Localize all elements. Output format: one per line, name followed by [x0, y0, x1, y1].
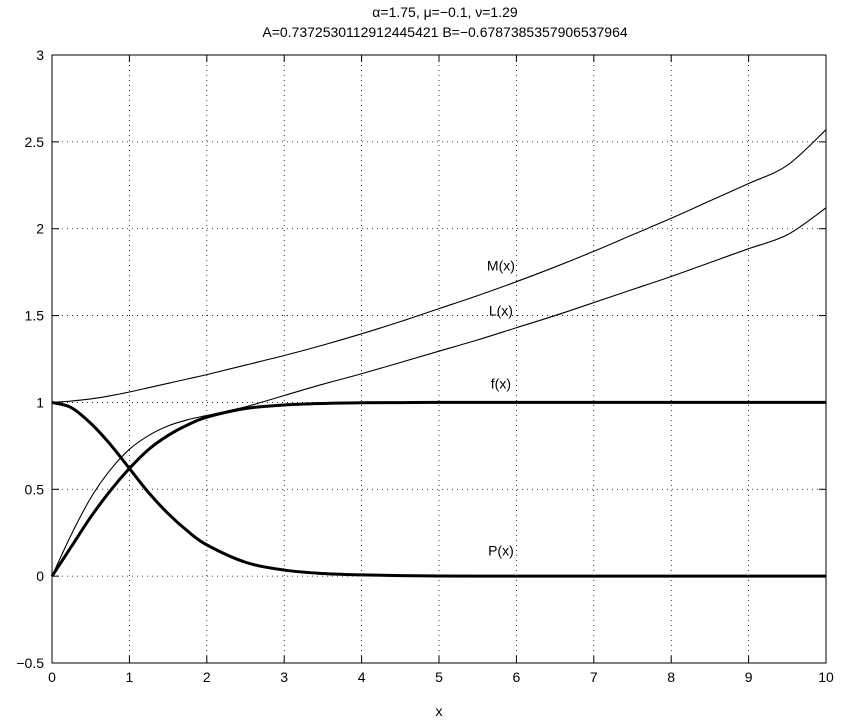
plot-area-frame: [51, 54, 827, 664]
axis-ticks: 0 1 2 3 4 5 6 7 8 9 10−0.500.511.522.53: [16, 47, 834, 685]
x-axis-label: x: [436, 703, 443, 719]
y-tick-label-0: −0.5: [16, 655, 44, 671]
x-tick-label-6: 6: [513, 669, 521, 685]
x-tick-label-7: 7: [590, 669, 598, 685]
chart-title: α=1.75, μ=−0.1, ν=1.29: [372, 4, 518, 20]
series-label-px: P(x): [488, 542, 514, 558]
series-line-lx: [51, 207, 827, 577]
x-tick-label-2: 2: [203, 669, 211, 685]
grid: [52, 55, 826, 663]
series-label-fx: f(x): [491, 376, 511, 392]
x-tick-label-10: 10: [818, 669, 834, 685]
series-line-mx: [51, 129, 827, 403]
y-tick-label-1: 0: [36, 568, 44, 584]
y-tick-label-7: 3: [36, 47, 44, 63]
series-labels: M(x) L(x) f(x) P(x): [487, 257, 515, 558]
y-tick-label-6: 2.5: [25, 134, 45, 150]
x-tick-label-5: 5: [435, 669, 443, 685]
x-tick-label-3: 3: [280, 669, 288, 685]
y-tick-label-4: 1.5: [25, 308, 45, 324]
y-tick-label-5: 2: [36, 221, 44, 237]
series-label-mx: M(x): [487, 257, 515, 273]
x-tick-label-0: 0: [48, 669, 56, 685]
x-tick-label-9: 9: [745, 669, 753, 685]
series-line-px: [51, 400, 826, 578]
y-tick-label-3: 1: [36, 394, 44, 410]
x-tick-label-8: 8: [667, 669, 675, 685]
x-tick-label-4: 4: [358, 669, 366, 685]
chart-subtitle: A=0.7372530112912445421 B=−0.67873853579…: [262, 24, 627, 40]
y-tick-label-2: 0.5: [25, 481, 45, 497]
x-tick-label-1: 1: [126, 669, 134, 685]
series-label-lx: L(x): [489, 303, 513, 319]
series-layer: [50, 129, 827, 578]
